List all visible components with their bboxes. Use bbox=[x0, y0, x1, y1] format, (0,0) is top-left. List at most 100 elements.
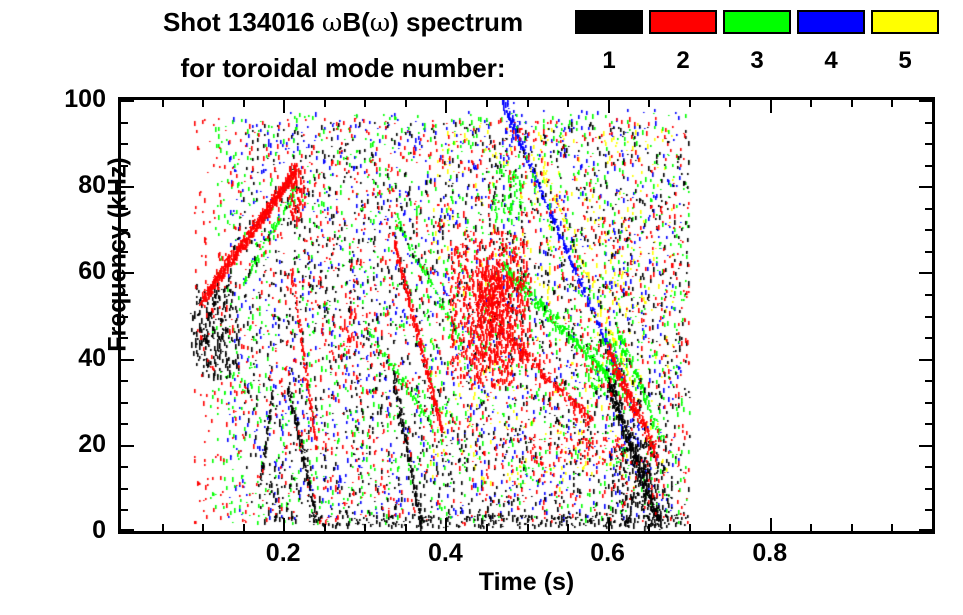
x-major-tick bbox=[283, 518, 285, 531]
y-minor-tick bbox=[121, 380, 128, 382]
y-minor-tick-right bbox=[925, 402, 932, 404]
x-major-tick-top bbox=[608, 100, 610, 113]
x-minor-tick bbox=[243, 524, 245, 531]
y-minor-tick-right bbox=[925, 294, 932, 296]
x-major-tick-top bbox=[283, 100, 285, 113]
y-major-tick bbox=[121, 445, 134, 447]
legend-item-2: 2 bbox=[649, 10, 717, 74]
legend-label-4: 4 bbox=[824, 47, 838, 74]
y-tick-label: 0 bbox=[92, 516, 106, 544]
y-major-tick-right bbox=[919, 100, 932, 102]
legend-item-3: 3 bbox=[723, 10, 791, 74]
x-axis-label: Time (s) bbox=[478, 568, 575, 596]
legend-swatch-4 bbox=[797, 10, 865, 34]
x-minor-tick-top bbox=[324, 100, 326, 107]
legend-label-1: 1 bbox=[602, 47, 616, 74]
x-tick-label: 0.4 bbox=[428, 539, 463, 567]
y-tick-label: 20 bbox=[78, 429, 106, 458]
title-suffix: ) spectrum bbox=[390, 7, 524, 37]
x-major-tick-top bbox=[770, 100, 772, 113]
omega-symbol-2: ω bbox=[369, 8, 391, 37]
y-major-tick bbox=[121, 186, 134, 188]
x-minor-tick-top bbox=[810, 100, 812, 107]
y-minor-tick bbox=[121, 488, 128, 490]
y-minor-tick-right bbox=[925, 380, 932, 382]
y-minor-tick bbox=[121, 423, 128, 425]
x-minor-tick-top bbox=[364, 100, 366, 107]
x-major-tick-top bbox=[445, 100, 447, 113]
x-minor-tick bbox=[729, 524, 731, 531]
y-minor-tick-right bbox=[925, 165, 932, 167]
x-minor-tick-top bbox=[527, 100, 529, 107]
y-major-tick-right bbox=[919, 272, 932, 274]
y-minor-tick-right bbox=[925, 208, 932, 210]
y-minor-tick bbox=[121, 165, 128, 167]
y-major-tick bbox=[121, 359, 134, 361]
y-axis-label: Frequency (kHz) bbox=[103, 157, 132, 352]
legend: 1 2 3 4 5 bbox=[575, 10, 963, 88]
chart-title-line1: Shot 134016 ωB(ω) spectrum bbox=[108, 6, 578, 38]
x-tick-label: 0.6 bbox=[590, 539, 625, 567]
legend-label-5: 5 bbox=[898, 47, 912, 74]
x-minor-tick-top bbox=[891, 100, 893, 107]
x-minor-tick-top bbox=[567, 100, 569, 107]
title-mid: B( bbox=[342, 7, 370, 37]
x-minor-tick bbox=[810, 524, 812, 531]
y-tick-label: 40 bbox=[78, 343, 106, 372]
x-minor-tick bbox=[891, 524, 893, 531]
x-major-tick bbox=[608, 518, 610, 531]
y-minor-tick-right bbox=[925, 251, 932, 253]
y-minor-tick bbox=[121, 208, 128, 210]
x-minor-tick bbox=[364, 524, 366, 531]
x-minor-tick bbox=[567, 524, 569, 531]
plot-area bbox=[118, 97, 935, 534]
y-minor-tick bbox=[121, 337, 128, 339]
y-major-tick bbox=[121, 272, 134, 274]
title-prefix: Shot 134016 bbox=[162, 7, 322, 37]
y-minor-tick-right bbox=[925, 122, 932, 124]
y-tick-label: 60 bbox=[78, 257, 106, 286]
x-minor-tick-top bbox=[405, 100, 407, 107]
omega-symbol-1: ω bbox=[321, 8, 343, 37]
y-minor-tick-right bbox=[925, 316, 932, 318]
x-tick-label: 0.2 bbox=[265, 539, 301, 567]
chart-title-line2: for toroidal mode number: bbox=[180, 53, 506, 83]
legend-item-4: 4 bbox=[797, 10, 865, 74]
y-minor-tick-right bbox=[925, 337, 932, 339]
spectrogram-canvas bbox=[121, 100, 932, 531]
y-minor-tick bbox=[121, 229, 128, 231]
y-minor-tick bbox=[121, 466, 128, 468]
y-minor-tick bbox=[121, 316, 128, 318]
y-major-tick-right bbox=[919, 359, 932, 361]
x-minor-tick bbox=[202, 524, 204, 531]
legend-swatch-3 bbox=[723, 10, 791, 34]
x-major-tick bbox=[445, 518, 447, 531]
x-minor-tick bbox=[851, 524, 853, 531]
y-major-tick bbox=[121, 529, 134, 531]
x-minor-tick-top bbox=[729, 100, 731, 107]
x-minor-tick bbox=[162, 524, 164, 531]
x-minor-tick bbox=[527, 524, 529, 531]
y-major-tick bbox=[121, 100, 134, 102]
y-minor-tick bbox=[121, 251, 128, 253]
x-minor-tick bbox=[648, 524, 650, 531]
legend-label-2: 2 bbox=[676, 47, 690, 74]
x-tick-label: 0.8 bbox=[752, 539, 788, 567]
legend-label-3: 3 bbox=[750, 47, 764, 74]
x-minor-tick-top bbox=[689, 100, 691, 107]
y-minor-tick-right bbox=[925, 229, 932, 231]
y-minor-tick-right bbox=[925, 466, 932, 468]
x-major-tick bbox=[770, 518, 772, 531]
x-minor-tick-top bbox=[486, 100, 488, 107]
legend-swatch-2 bbox=[649, 10, 717, 34]
legend-item-1: 1 bbox=[575, 10, 643, 74]
y-tick-label: 100 bbox=[64, 85, 106, 113]
legend-item-5: 5 bbox=[871, 10, 939, 74]
x-minor-tick-top bbox=[243, 100, 245, 107]
x-minor-tick-top bbox=[202, 100, 204, 107]
x-minor-tick bbox=[405, 524, 407, 531]
x-minor-tick-top bbox=[648, 100, 650, 107]
y-minor-tick-right bbox=[925, 143, 932, 145]
x-minor-tick-top bbox=[851, 100, 853, 107]
